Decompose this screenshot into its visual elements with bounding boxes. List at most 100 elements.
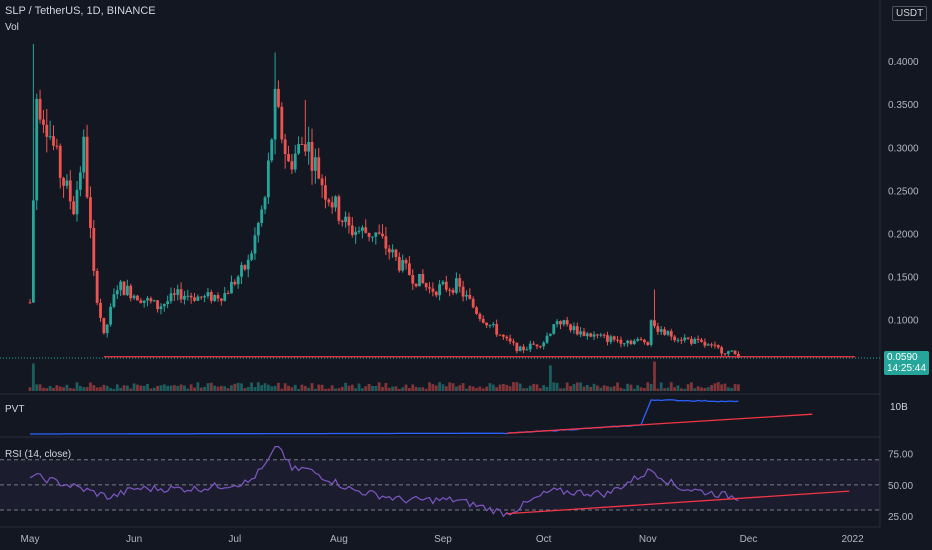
candle [549, 333, 552, 337]
candle [622, 343, 626, 347]
volume-bar [115, 384, 119, 391]
candle-body [159, 306, 163, 310]
volume-bar [303, 385, 307, 391]
volume-bar [42, 387, 45, 391]
candle [260, 205, 264, 227]
volume-bar [491, 384, 495, 391]
volume-bar [377, 382, 381, 391]
volume-bar [179, 384, 183, 391]
candle-body [327, 199, 331, 203]
volume-bar [139, 385, 143, 391]
volume-bar [565, 382, 569, 391]
pvt-title[interactable]: PVT [5, 404, 25, 415]
candle [206, 288, 210, 299]
currency-badge[interactable]: USDT [892, 6, 928, 21]
candle [629, 339, 633, 346]
candle [384, 227, 388, 256]
candle-body [619, 339, 623, 344]
candle [68, 170, 72, 210]
candle [669, 328, 673, 341]
candle [592, 331, 596, 340]
volume-bar [250, 382, 253, 391]
time-axis-label: Aug [330, 534, 348, 545]
volume-bar [68, 388, 72, 391]
candle [152, 299, 156, 302]
candle-body [129, 285, 133, 299]
volume-bar [606, 386, 609, 391]
symbol-title[interactable]: SLP / TetherUS, 1D, BINANCE [5, 5, 156, 17]
candle [713, 341, 717, 349]
price-tick-label: 0.2000 [888, 229, 919, 240]
volume-bar [38, 384, 42, 391]
candle [411, 269, 415, 290]
candle-body [317, 157, 321, 179]
volume-bar [632, 388, 636, 391]
candle-body [377, 232, 381, 234]
candle-body [428, 287, 431, 289]
candle-body [250, 253, 253, 260]
current-price-badge[interactable]: 0.0590 14:25:44 [884, 351, 929, 375]
volume-bar [555, 382, 559, 391]
candle [448, 287, 452, 297]
volume-bar [421, 387, 425, 391]
candle [85, 124, 89, 199]
volume-bar [35, 384, 39, 391]
candle [75, 180, 79, 222]
volume-bar [277, 382, 280, 391]
rsi-title[interactable]: RSI (14, close) [5, 449, 72, 460]
volume-bar [407, 388, 411, 391]
candle [723, 353, 727, 356]
candle-body [115, 290, 119, 295]
candle-body [313, 157, 317, 171]
rsi-tick-label: 50.00 [888, 481, 913, 492]
candle-body [733, 350, 737, 354]
candle [166, 295, 170, 309]
candle-body [612, 336, 616, 340]
candle-body [42, 119, 45, 125]
candle-body [646, 342, 650, 345]
candle [35, 93, 39, 211]
candle [240, 261, 243, 285]
volume-bar [233, 383, 237, 391]
candle [176, 284, 180, 301]
volume-bar [700, 387, 703, 391]
candle [693, 337, 697, 345]
candle [649, 319, 653, 347]
candle [696, 335, 700, 344]
candle-body [344, 216, 347, 222]
volume-bar [649, 383, 653, 391]
pvt-line [30, 399, 739, 435]
candle-body [414, 283, 418, 287]
candle-body [552, 324, 556, 334]
candle-body [75, 189, 79, 215]
candle [317, 148, 321, 180]
volume-bar [92, 385, 96, 391]
candle-body [260, 209, 264, 224]
volume-bar [28, 387, 32, 391]
candle-body [287, 154, 290, 162]
candle-body [424, 283, 428, 288]
volume-bar [381, 386, 384, 391]
candle [401, 254, 405, 273]
candle [686, 337, 690, 340]
candle [703, 338, 707, 348]
candle-body [686, 337, 690, 339]
candle [653, 289, 656, 329]
volume-bar [307, 387, 311, 391]
candle [213, 294, 217, 302]
volume-bar [596, 385, 599, 391]
candle [451, 287, 455, 296]
candle [159, 303, 163, 315]
candle [666, 330, 670, 337]
volume-bar [347, 385, 351, 391]
candle [367, 232, 371, 242]
vol-label[interactable]: Vol [5, 22, 19, 33]
candle [52, 125, 55, 151]
volume-bar [716, 382, 720, 391]
candle [498, 334, 502, 336]
candle-body [209, 292, 213, 301]
volume-bar [109, 388, 112, 391]
candle-body [364, 227, 368, 233]
candle [233, 279, 237, 286]
